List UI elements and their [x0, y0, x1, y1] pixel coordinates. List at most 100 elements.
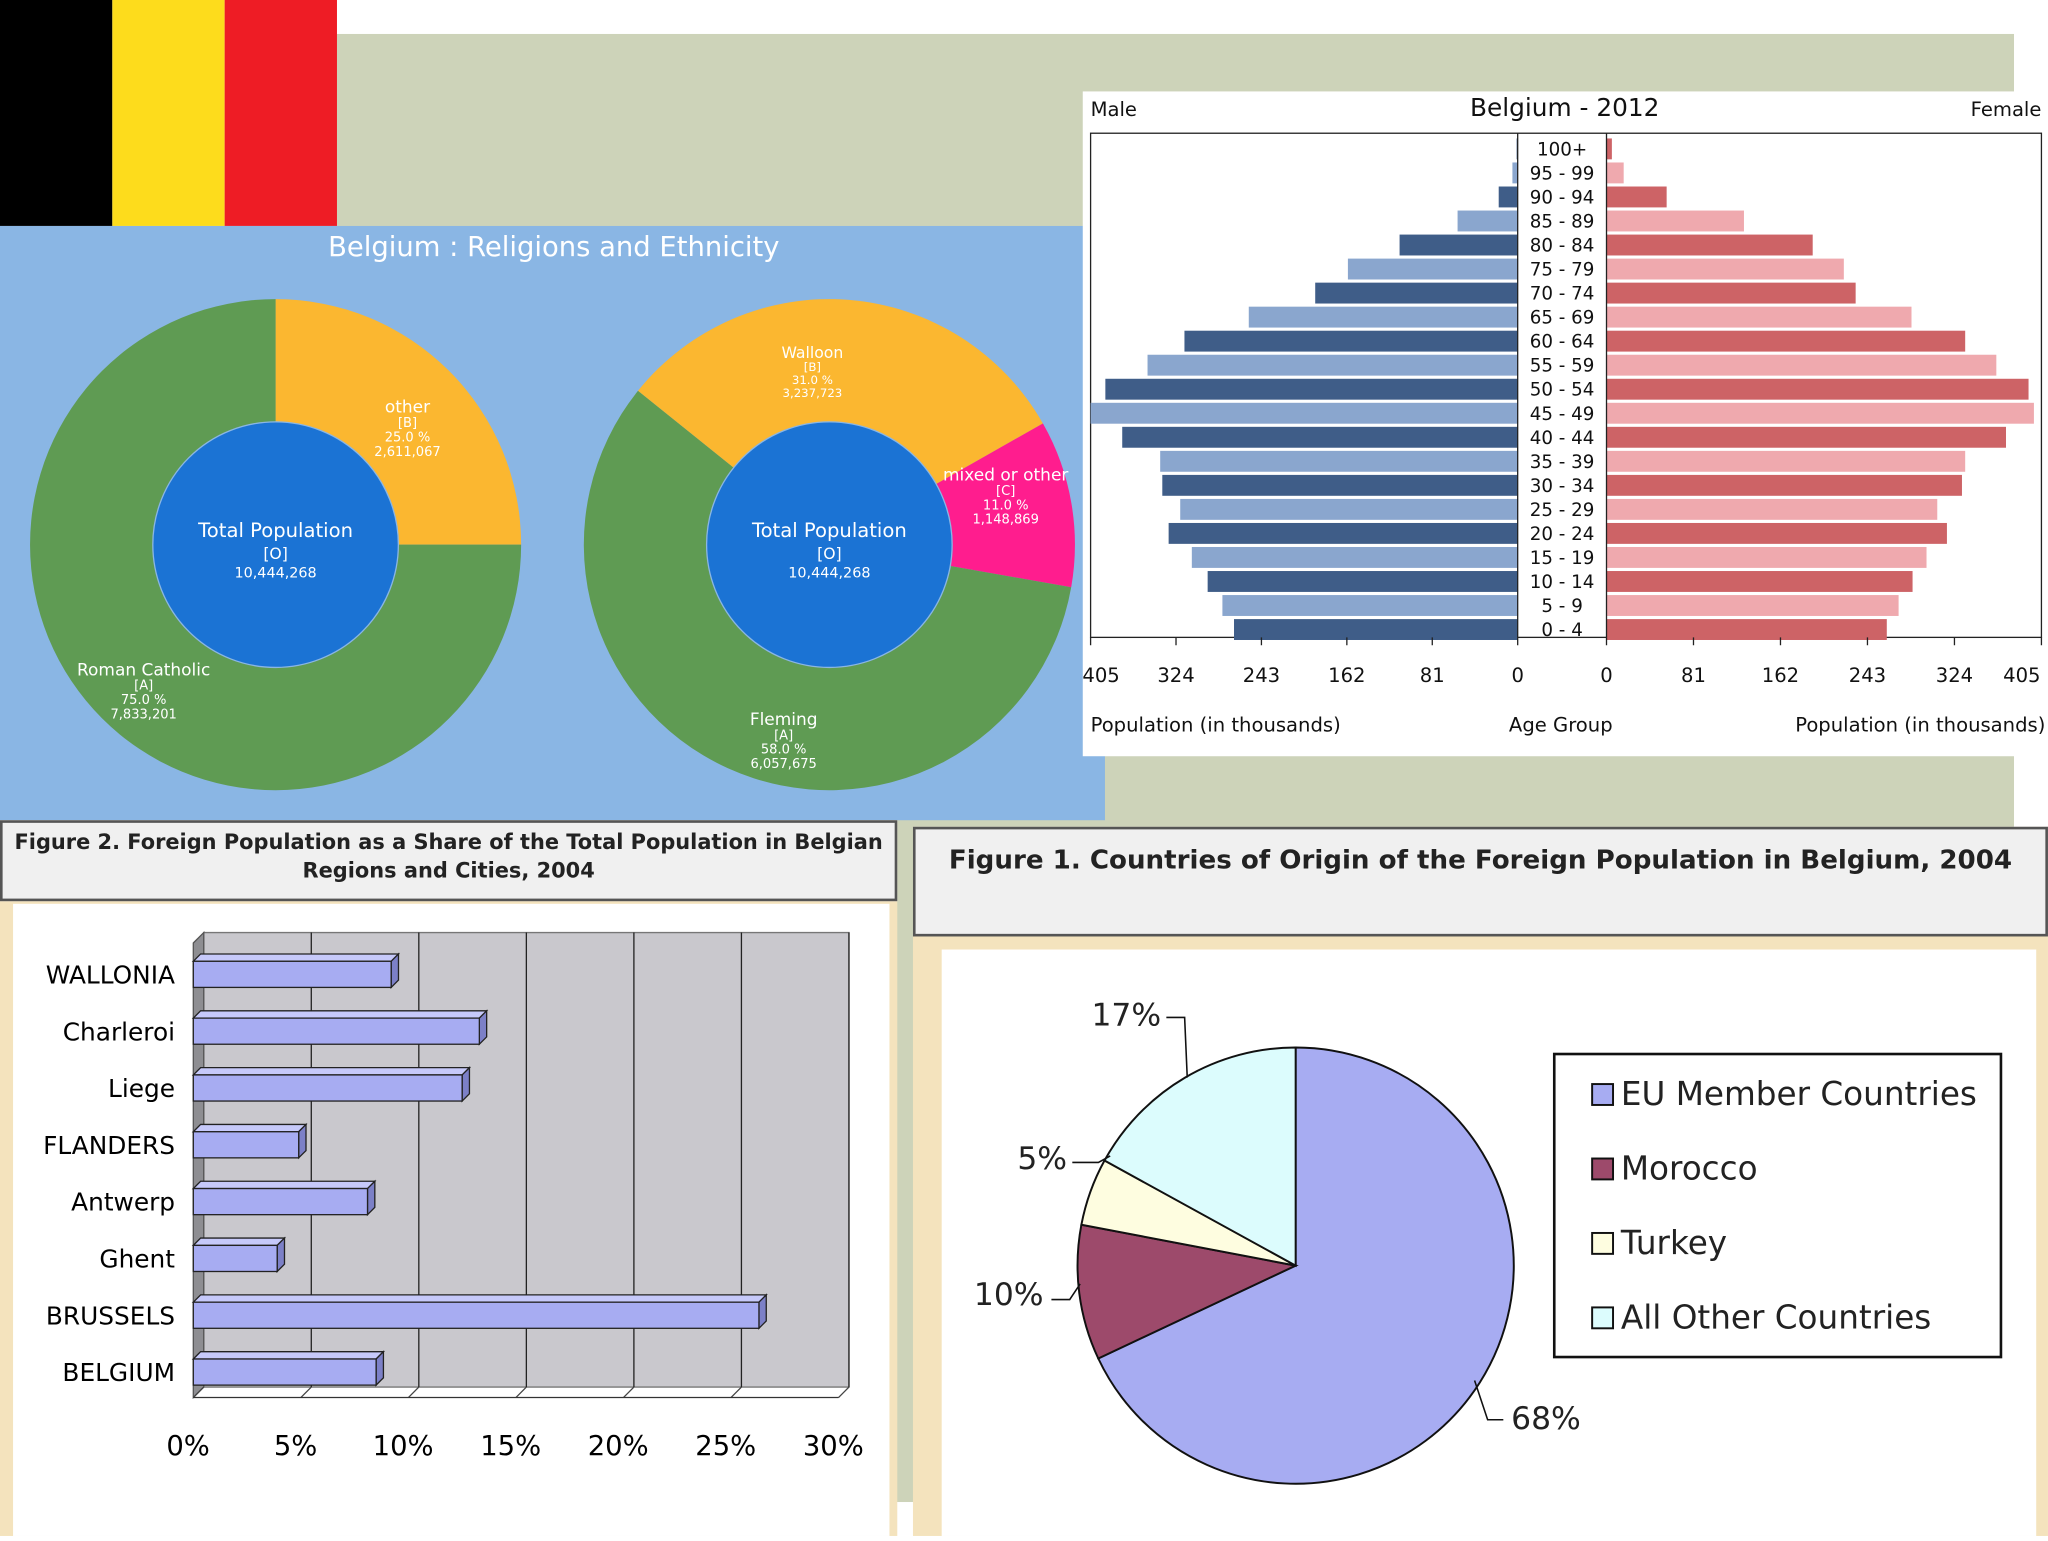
donut-charts: Belgium : Religions and Ethnicity Total …: [30, 232, 1075, 791]
figure-1-panel: Figure 1. Countries of Origin of the For…: [912, 826, 2048, 1536]
donut-center-value: 10,444,268: [788, 565, 870, 581]
pyramid-tick-label: 324: [1936, 664, 1973, 687]
fig2-tick-label: 15%: [480, 1431, 541, 1462]
fig2-category-label: FLANDERS: [43, 1131, 175, 1160]
pyramid-tick-label: 324: [1157, 664, 1194, 687]
fig2-bar: [192, 1187, 369, 1216]
fig2-category-label: Antwerp: [71, 1188, 175, 1217]
pyramid-female-bar: [1606, 426, 2006, 448]
pyramid-age-label: 5 - 9: [1541, 596, 1582, 617]
fig2-floor-line: [407, 1386, 420, 1398]
pyramid-tick-label: 81: [1420, 664, 1445, 687]
donut-center: [705, 421, 953, 669]
donut-label-code: [A]: [134, 679, 153, 694]
pyramid-xlabel-left: Population (in thousands): [1091, 713, 1341, 736]
figure-1-pie-chart: 68% 10% 5% 17% EU Member Countries Morocco Tur…: [974, 997, 2003, 1485]
pyramid-male-bar: [1399, 234, 1518, 256]
donut-label-code: [B]: [804, 360, 821, 374]
fig2-bar: [192, 1017, 481, 1045]
fig1-slice-label: 5%: [1017, 1141, 1067, 1177]
pyramid-male-bar: [1234, 619, 1518, 640]
figure-2-title: Figure 2. Foreign Population as a Share …: [0, 820, 898, 902]
fig2-category-label: WALLONIA: [46, 960, 175, 989]
fig1-legend-label: All Other Countries: [1621, 1298, 1931, 1336]
fig2-category-label: Liege: [108, 1074, 175, 1103]
pyramid-male-bar: [1105, 378, 1518, 400]
fig2-tick-label: 10%: [373, 1431, 434, 1462]
fig2-tick-label: 0%: [166, 1431, 209, 1462]
donut-center-name: Total Population: [197, 519, 353, 542]
pyramid-female-bar: [1606, 330, 1966, 352]
pyramid-age-label: 75 - 79: [1530, 260, 1595, 281]
population-pyramid-panel: Male Belgium - 2012 Female 100+ 95 - 99 90…: [1082, 91, 2048, 757]
pyramid-age-label: 65 - 69: [1530, 308, 1595, 329]
pyramid-male-bar: [1090, 402, 1518, 424]
pyramid-title: Belgium - 2012: [1470, 93, 1659, 122]
pyramid-female-bar: [1606, 378, 2029, 400]
fig1-legend-box: [1552, 1052, 2003, 1359]
fig1-leader-line: [1166, 1016, 1189, 1078]
pyramid-male-bar: [1315, 282, 1518, 304]
fig2-tick-label: 5%: [274, 1431, 317, 1462]
donut-center-code: [O]: [263, 544, 288, 563]
pyramid-female-bar: [1606, 354, 1997, 376]
pyramid-male-bar: [1248, 306, 1518, 328]
fig1-legend-swatch: [1591, 1306, 1615, 1330]
pyramid-age-label: 90 - 94: [1530, 187, 1595, 208]
donut-label-name: Fleming: [750, 710, 818, 730]
pyramid-female-bar: [1606, 474, 1962, 496]
pyramid-tick-label: 0: [1511, 664, 1523, 687]
pyramid-female-label: Female: [1971, 98, 2042, 121]
fig2-bar-top: [191, 1294, 768, 1303]
pyramid-female-bar: [1606, 210, 1744, 232]
pyramid-female-bar: [1606, 546, 1927, 568]
pyramid-male-bar: [1222, 595, 1518, 616]
fig1-slice-all-other-countries: [1103, 1046, 1297, 1268]
pyramid-tick-label: 162: [1762, 664, 1799, 687]
pyramid-age-label: 85 - 89: [1530, 212, 1595, 233]
figure-1-title: Figure 1. Countries of Origin of the For…: [912, 826, 2048, 937]
donut-label-name: Roman Catholic: [77, 660, 210, 680]
pyramid-male-bar: [1498, 186, 1518, 208]
fig1-leader-line: [1473, 1380, 1504, 1421]
donut-label-pct: 25.0 %: [385, 430, 431, 445]
pyramid-male-label: Male: [1091, 98, 1137, 121]
fig2-floor-line: [838, 1386, 850, 1398]
donut-label-pct: 58.0 %: [761, 743, 807, 758]
donut-label-pct: 31.0 %: [792, 373, 833, 387]
fig2-bar: [192, 1074, 463, 1102]
fig1-legend-label: Morocco: [1621, 1149, 1758, 1187]
fig2-tick-label: 20%: [588, 1431, 649, 1462]
fig2-bar-top: [191, 1010, 489, 1019]
pyramid-age-label: 55 - 59: [1530, 356, 1595, 377]
fig1-legend-label: Turkey: [1620, 1224, 1727, 1262]
pyramid-age-label: 0 - 4: [1541, 620, 1582, 641]
fig2-bar: [192, 1131, 300, 1159]
fig1-leader-line: [1051, 1283, 1081, 1301]
pyramid-male-bar: [1184, 330, 1518, 352]
pyramid-female-bar: [1606, 258, 1844, 280]
fig2-bar-top: [191, 1066, 472, 1076]
pyramid-age-label: 40 - 44: [1530, 428, 1595, 449]
pyramid-age-label: 20 - 24: [1530, 524, 1595, 545]
donut-center-code: [O]: [817, 544, 842, 563]
pyramid-tick-label: 0: [1600, 664, 1612, 687]
pyramid-age-label: 10 - 14: [1530, 572, 1595, 593]
pyramid-bars: 100+ 95 - 99 90 - 94 85 - 89 80 - 84 75 - 79 7…: [1090, 133, 2034, 641]
pyramid-male-bar: [1160, 450, 1518, 472]
pyramid-female-bar: [1606, 498, 1938, 520]
pyramid-age-label: 25 - 29: [1530, 500, 1595, 521]
donut-label-name: other: [385, 398, 430, 418]
pyramid-age-label: 80 - 84: [1530, 236, 1595, 257]
pyramid-age-label: 100+: [1537, 139, 1587, 160]
flag-yellow-stripe: [112, 0, 225, 226]
pyramid-male-bar: [1168, 522, 1518, 544]
pyramid-tick-label: 162: [1328, 664, 1365, 687]
donut-label-code: [A]: [774, 728, 793, 743]
pyramid-male-bar: [1162, 474, 1518, 496]
donut-label-count: 3,237,723: [782, 386, 842, 400]
figure-2-panel: Figure 2. Foreign Population as a Share …: [0, 820, 898, 1536]
fig2-floor-line: [730, 1386, 742, 1398]
pyramid-tick-label: 243: [1243, 664, 1280, 687]
ethnicity-donut: Total Population [O] 10,444,268 mixed or ot…: [583, 299, 1075, 791]
